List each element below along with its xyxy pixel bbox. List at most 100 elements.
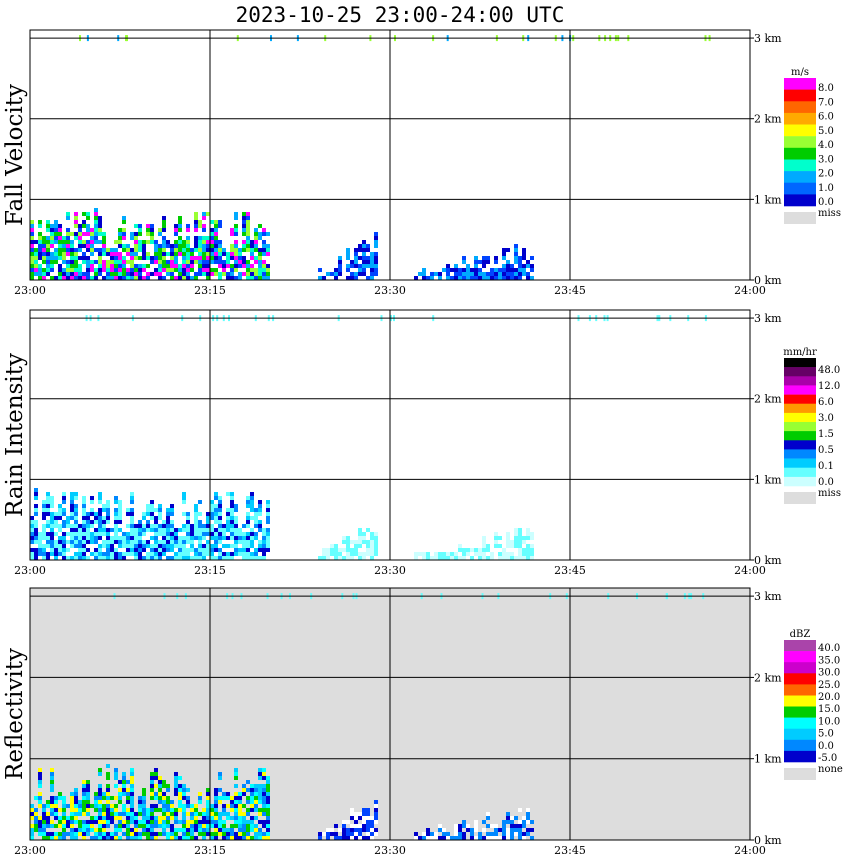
echo-cell <box>78 812 82 816</box>
echo-cell <box>82 496 86 500</box>
echo-cell <box>122 808 126 812</box>
echo-cell <box>334 272 338 276</box>
echo-cell <box>526 832 530 836</box>
echo-cell <box>362 824 366 828</box>
echo-cell <box>374 268 378 272</box>
echo-cell <box>150 820 154 824</box>
echo-cell <box>158 780 162 784</box>
echo-cell <box>50 236 54 240</box>
echo-cell <box>198 244 202 248</box>
echo-cell <box>134 824 138 828</box>
colorbar-swatch <box>784 78 816 90</box>
echo-cell <box>478 276 482 280</box>
echo-cell <box>114 556 118 560</box>
echo-cell <box>530 256 534 260</box>
echo-cell <box>46 552 50 556</box>
echo-cell <box>46 236 50 240</box>
echo-cell <box>514 256 518 260</box>
echo-cell <box>246 540 250 544</box>
echo-cell <box>454 264 458 268</box>
echo-cell <box>226 812 230 816</box>
echo-cell <box>342 828 346 832</box>
echo-cell <box>330 544 334 548</box>
echo-cell <box>74 496 78 500</box>
echo-cell <box>186 812 190 816</box>
echo-cell <box>446 272 450 276</box>
echo-cell <box>74 820 78 824</box>
echo-cell <box>50 548 54 552</box>
echo-cell <box>186 824 190 828</box>
echo-cell <box>358 816 362 820</box>
echo-cell <box>366 244 370 248</box>
echo-cell <box>54 260 58 264</box>
echo-cell <box>234 212 238 216</box>
echo-cell <box>150 812 154 816</box>
echo-cell <box>250 496 254 500</box>
echo-cell <box>142 256 146 260</box>
echo-cell <box>318 268 322 272</box>
echo-cell <box>238 808 242 812</box>
echo-cell <box>462 276 466 280</box>
echo-cell <box>222 248 226 252</box>
echo-cell <box>118 520 122 524</box>
echo-cell <box>462 556 466 560</box>
echo-cell <box>242 264 246 268</box>
echo-cell <box>122 788 126 792</box>
echo-cell <box>118 232 122 236</box>
echo-cell <box>30 816 34 820</box>
echo-cell <box>486 272 490 276</box>
echo-cell <box>162 784 166 788</box>
echo-cell <box>502 264 506 268</box>
echo-cell <box>154 832 158 836</box>
echo-cell <box>66 248 70 252</box>
echo-cell <box>198 500 202 504</box>
echo-cell <box>206 540 210 544</box>
echo-cell <box>506 832 510 836</box>
echo-cell <box>82 260 86 264</box>
echo-cell <box>514 532 518 536</box>
echo-cell <box>74 836 78 840</box>
echo-cell <box>174 232 178 236</box>
echo-cell <box>70 804 74 808</box>
echo-cell <box>62 540 66 544</box>
echo-cell <box>510 268 514 272</box>
echo-cell <box>246 556 250 560</box>
echo-cell <box>118 836 122 840</box>
echo-cell <box>118 780 122 784</box>
echo-cell <box>254 816 258 820</box>
echo-cell <box>226 256 230 260</box>
echo-cell <box>358 536 362 540</box>
echo-cell <box>226 552 230 556</box>
echo-cell <box>454 276 458 280</box>
echo-cell <box>86 216 90 220</box>
echo-cell <box>330 272 334 276</box>
echo-cell <box>238 548 242 552</box>
echo-cell <box>350 556 354 560</box>
echo-cell <box>178 808 182 812</box>
echo-cell <box>106 832 110 836</box>
echo-cell <box>30 244 34 248</box>
echo-cell <box>54 276 58 280</box>
echo-cell <box>338 556 342 560</box>
echo-cell <box>50 528 54 532</box>
echo-cell <box>102 824 106 828</box>
echo-cell <box>102 244 106 248</box>
echo-cell <box>334 556 338 560</box>
echo-cell <box>94 520 98 524</box>
echo-cell <box>374 536 378 540</box>
echo-cell <box>98 256 102 260</box>
echo-cell <box>118 512 122 516</box>
x-tick-label: 23:30 <box>374 284 406 297</box>
echo-cell <box>34 824 38 828</box>
echo-cell <box>42 820 46 824</box>
echo-cell <box>214 556 218 560</box>
echo-cell <box>518 552 522 556</box>
echo-cell <box>66 804 70 808</box>
echo-cell <box>202 216 206 220</box>
echo-cell <box>234 516 238 520</box>
echo-cell <box>94 260 98 264</box>
echo-cell <box>82 212 86 216</box>
echo-cell <box>50 784 54 788</box>
echo-cell <box>62 508 66 512</box>
